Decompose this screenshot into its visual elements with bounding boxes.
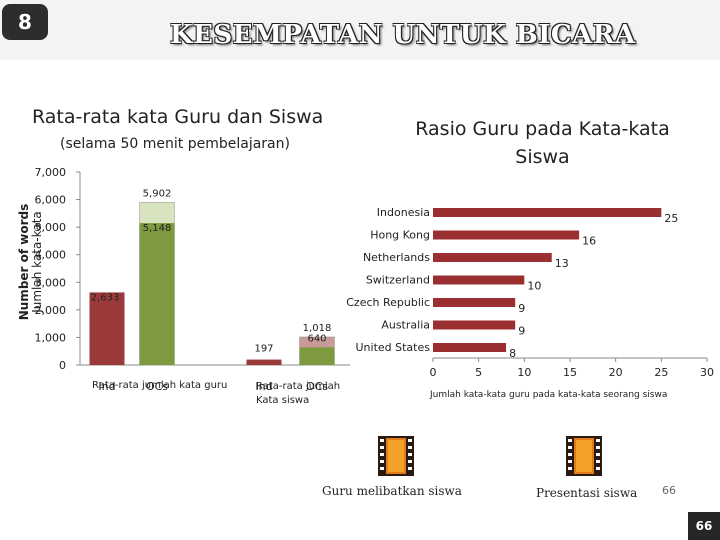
film-strip-icon — [566, 436, 602, 476]
bar-total-label: 5,902 — [143, 188, 172, 199]
hbar — [433, 320, 516, 330]
right-x-axis-label: Jumlah kata-kata guru pada kata-kata seo… — [429, 390, 667, 400]
caption-presentasi: Presentasi siswa — [536, 486, 638, 500]
hbar — [433, 343, 507, 352]
right-x-tick-label: 10 — [517, 366, 531, 379]
caption-guru-melibatkan: Guru melibatkan siswa — [322, 484, 462, 498]
right-x-tick-label: 25 — [654, 366, 668, 379]
hbar-category-label: Australia — [381, 319, 430, 332]
left-y-tick-label: 7,000 — [35, 166, 67, 179]
hbar-value-label: 9 — [518, 325, 525, 338]
left-y-tick-label: 6,000 — [35, 194, 67, 207]
hbar-category-label: Switzerland — [366, 274, 430, 287]
hbar-category-label: Hong Kong — [370, 229, 430, 242]
right-chart-title: Rasio Guru pada Kata-kata Siswa — [415, 118, 670, 168]
left-y-tick-label: 3,000 — [35, 276, 67, 289]
slide-number-badge: 8 — [2, 4, 48, 40]
bar-total-label: 1,018 — [303, 323, 332, 334]
left-y-tick-label: 0 — [59, 359, 66, 372]
left-x-tick-label: Ind — [98, 380, 115, 393]
hbar-category-label: Netherlands — [363, 251, 430, 264]
film-strip-icon — [378, 436, 414, 476]
right-x-tick-label: 5 — [475, 366, 482, 379]
right-x-tick-label: 15 — [563, 366, 577, 379]
bar — [246, 359, 282, 365]
hbar-category-label: Czech Republic — [346, 296, 430, 309]
left-y-tick-label: 1,000 — [35, 331, 67, 344]
bar-value-label: 640 — [307, 333, 326, 344]
hbar — [433, 230, 580, 240]
bar — [89, 292, 125, 365]
group-label-teacher: Rata-rata jumlah kata guru — [92, 380, 228, 391]
header-bar — [0, 0, 720, 60]
left-x-tick-label: Ind — [255, 380, 272, 393]
left-y-tick-label: 5,000 — [35, 221, 67, 234]
hbar-value-label: 9 — [518, 302, 525, 315]
bar — [299, 347, 335, 365]
hbar — [433, 275, 525, 285]
hbar-value-label: 25 — [664, 212, 678, 225]
right-x-tick-label: 0 — [430, 366, 437, 379]
hbar-category-label: United States — [356, 341, 431, 354]
bar-value-label: 197 — [254, 344, 273, 355]
hbar-value-label: 13 — [555, 257, 569, 270]
page-number-badge: 66 — [688, 512, 720, 540]
bar — [139, 223, 175, 365]
hbar — [433, 298, 516, 307]
left-x-tick-label: OCs — [146, 380, 168, 393]
left-y-tick-label: 2,000 — [35, 304, 67, 317]
bar-value-label: 5,148 — [143, 223, 172, 234]
slide-headline: KESEMPATAN UNTUK BICARA — [170, 20, 636, 50]
hbar-value-label: 10 — [527, 280, 541, 293]
right-x-tick-label: 20 — [609, 366, 623, 379]
page-number: 66 — [662, 484, 676, 497]
hbar-category-label: Indonesia — [377, 206, 430, 219]
hbar — [433, 253, 552, 262]
left-y-tick-label: 4,000 — [35, 249, 67, 262]
left-x-tick-label: OCs — [306, 380, 328, 393]
right-x-tick-label: 30 — [700, 366, 714, 379]
bar-value-label: 2,633 — [91, 292, 120, 303]
hbar-value-label: 8 — [509, 347, 516, 360]
hbar — [433, 208, 662, 217]
hbar-value-label: 16 — [582, 235, 596, 248]
left-chart-subtitle: (selama 50 menit pembelajaran) — [60, 136, 290, 152]
left-chart-title: Rata-rata kata Guru dan Siswa — [32, 106, 324, 128]
group-label-student: Rata-rata jumlah Kata siswa — [256, 381, 341, 406]
